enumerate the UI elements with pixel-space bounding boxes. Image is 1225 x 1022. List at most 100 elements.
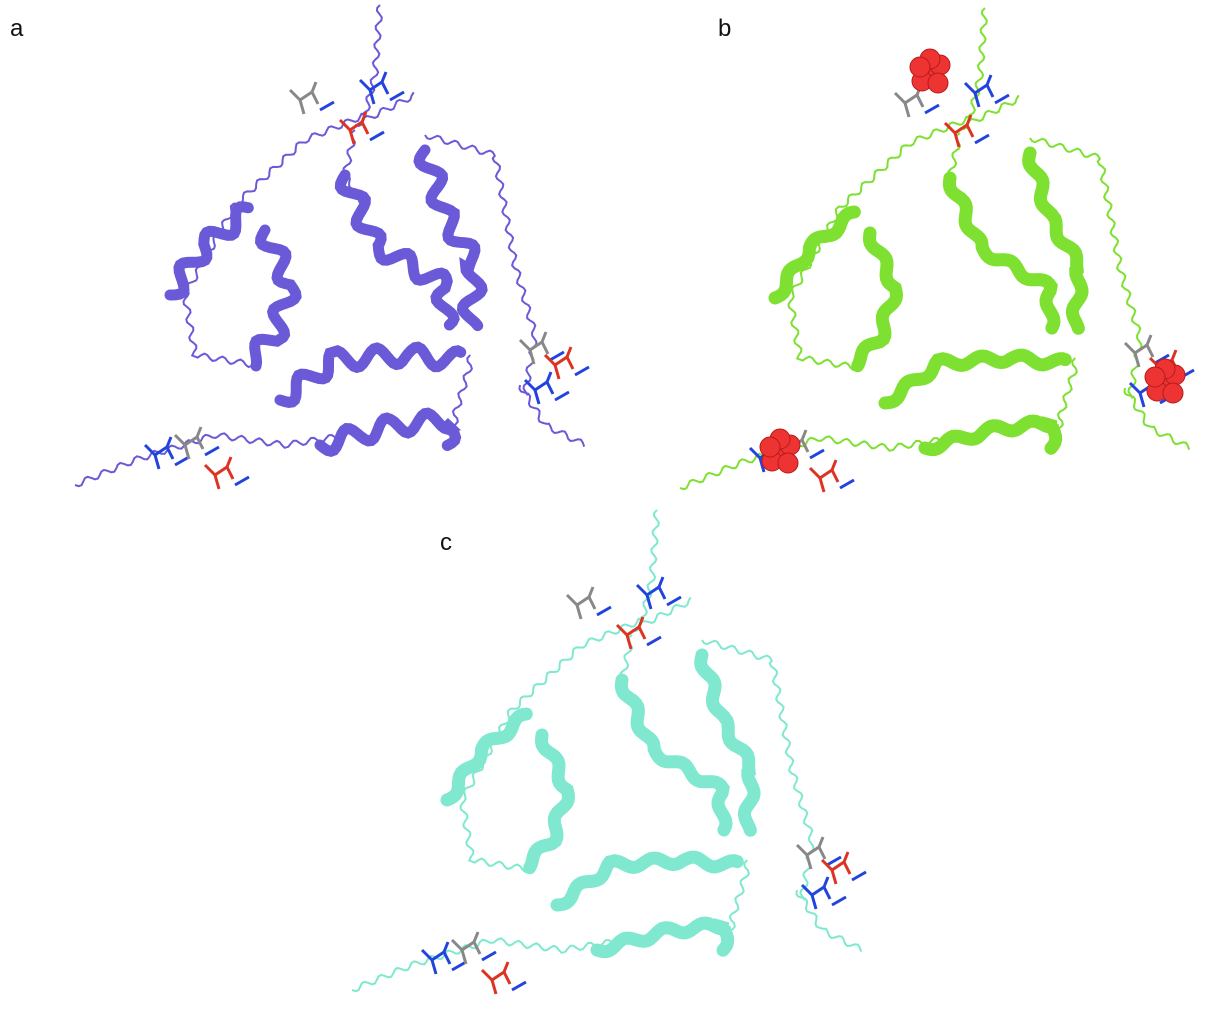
residue-stick bbox=[575, 367, 589, 375]
residue-stick bbox=[802, 430, 806, 440]
residue-stick bbox=[975, 135, 989, 143]
ribbon bbox=[280, 347, 461, 402]
residue-stick bbox=[832, 862, 844, 870]
residue-stick bbox=[965, 83, 975, 93]
residue-stick bbox=[175, 457, 189, 465]
ribbon bbox=[701, 655, 754, 830]
residue-stick bbox=[824, 877, 828, 887]
residue-stick bbox=[145, 445, 155, 455]
residue-stick bbox=[577, 597, 589, 605]
residue-stick bbox=[659, 587, 665, 599]
residue-stick bbox=[535, 390, 539, 404]
ribbon bbox=[1029, 153, 1082, 328]
structure-b bbox=[680, 8, 1194, 492]
sphere-atom bbox=[910, 57, 930, 77]
panel-label: c bbox=[440, 529, 452, 556]
ribbon bbox=[320, 413, 456, 451]
residue-stick bbox=[819, 847, 825, 859]
residue-stick bbox=[567, 595, 577, 605]
ribbon bbox=[530, 735, 569, 868]
coil bbox=[680, 436, 940, 489]
residue-stick bbox=[300, 92, 312, 100]
residue-stick bbox=[577, 605, 581, 619]
residue-stick bbox=[215, 467, 227, 475]
panel-label: a bbox=[10, 15, 24, 42]
sphere-atom bbox=[1163, 383, 1183, 403]
residue-stick bbox=[832, 870, 836, 884]
ribbon bbox=[925, 421, 1056, 450]
sphere-atom bbox=[1145, 367, 1165, 387]
residue-stick bbox=[1140, 393, 1144, 407]
ribbon bbox=[858, 233, 897, 366]
residue-stick bbox=[597, 607, 611, 615]
residue-stick bbox=[197, 427, 201, 437]
coil bbox=[453, 355, 472, 425]
residue-stick bbox=[300, 100, 304, 114]
structure-c bbox=[352, 510, 866, 994]
residue-stick bbox=[482, 952, 496, 960]
residue-stick bbox=[452, 940, 462, 950]
residue-stick bbox=[840, 480, 854, 488]
residue-stick bbox=[535, 382, 547, 390]
residue-stick bbox=[807, 855, 811, 869]
coil bbox=[730, 860, 749, 930]
residue-stick bbox=[452, 962, 466, 970]
residue-stick bbox=[504, 972, 510, 984]
residue-stick bbox=[512, 982, 526, 990]
residue-stick bbox=[824, 887, 830, 899]
residue-stick bbox=[462, 950, 466, 964]
residue-stick bbox=[567, 357, 573, 369]
residue-stick bbox=[844, 852, 848, 862]
residue-stick bbox=[832, 897, 846, 905]
residue-stick bbox=[482, 970, 492, 980]
residue-stick bbox=[925, 105, 939, 113]
residue-stick bbox=[555, 392, 569, 400]
residue-stick bbox=[227, 467, 233, 479]
figure: a b c bbox=[0, 0, 1225, 1022]
residue-stick bbox=[895, 93, 905, 103]
coil bbox=[75, 433, 335, 486]
residue-stick bbox=[390, 92, 404, 100]
residue-stick bbox=[812, 895, 816, 909]
residue-stick bbox=[370, 132, 384, 140]
residue-stick bbox=[185, 445, 189, 459]
residue-stick bbox=[810, 450, 824, 458]
residue-stick bbox=[797, 845, 807, 855]
residue-stick bbox=[832, 470, 838, 482]
residue-stick bbox=[995, 95, 1009, 103]
residue-stick bbox=[235, 477, 249, 485]
coil bbox=[184, 5, 382, 367]
residue-stick bbox=[290, 90, 300, 100]
coil bbox=[1058, 358, 1077, 428]
residue-stick bbox=[474, 932, 478, 942]
residue-stick bbox=[1147, 335, 1151, 345]
residue-stick bbox=[819, 837, 823, 847]
residue-stick bbox=[360, 80, 370, 90]
residue-stick bbox=[1172, 350, 1176, 360]
residue-stick bbox=[362, 122, 368, 134]
residue-stick bbox=[422, 950, 432, 960]
residue-stick bbox=[205, 465, 215, 475]
residue-stick bbox=[382, 82, 388, 94]
residue-stick bbox=[555, 357, 567, 365]
residue-stick bbox=[542, 342, 548, 354]
residue-stick bbox=[820, 478, 824, 492]
residue-stick bbox=[555, 365, 559, 379]
residue-stick bbox=[639, 627, 645, 639]
coil bbox=[352, 938, 612, 991]
residue-stick bbox=[504, 962, 508, 972]
sphere-atom bbox=[778, 453, 798, 473]
ribbon bbox=[255, 230, 296, 366]
residue-stick bbox=[1135, 353, 1139, 367]
ribbon bbox=[170, 207, 248, 295]
residue-stick bbox=[492, 972, 504, 980]
residue-stick bbox=[810, 468, 820, 478]
residue-stick bbox=[750, 448, 760, 458]
residue-stick bbox=[832, 460, 836, 470]
residue-stick bbox=[844, 862, 850, 874]
residue-stick bbox=[432, 960, 436, 974]
residue-stick bbox=[820, 470, 832, 478]
ribbon bbox=[419, 150, 482, 326]
residue-stick bbox=[637, 585, 647, 595]
residue-stick bbox=[320, 102, 334, 110]
